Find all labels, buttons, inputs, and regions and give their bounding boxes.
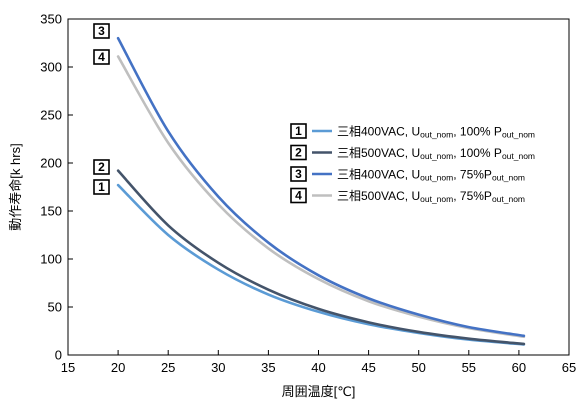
y-tick-label: 350	[40, 12, 62, 27]
badge-box	[93, 179, 110, 195]
badge-number: 4	[98, 50, 105, 64]
badge-number: 3	[98, 24, 105, 38]
y-tick-label: 250	[40, 108, 62, 123]
badge-number: 4	[295, 189, 302, 203]
legend-item-1: 1 三相400VAC, Uout_nom, 100% Pout_nom	[290, 123, 535, 140]
y-tick-label: 150	[40, 204, 62, 219]
x-tick-label: 20	[111, 360, 125, 375]
legend-label: 三相400VAC, Uout_nom, 75%Pout_nom	[337, 168, 525, 183]
legend-item-4: 4 三相500VAC, Uout_nom, 75%Pout_nom	[290, 187, 525, 204]
legend-text-part: 三相500VAC, U	[337, 146, 420, 160]
legend-text-part: , 100% P	[453, 125, 502, 139]
legend-item-2: 2 三相500VAC, Uout_nom, 100% Pout_nom	[290, 144, 535, 161]
y-tick-label: 0	[55, 348, 62, 363]
x-tick-label: 35	[261, 360, 275, 375]
badge-number: 3	[295, 167, 302, 181]
plot-frame	[67, 18, 570, 356]
badge-number: 1	[295, 124, 302, 138]
badge-box	[290, 187, 307, 204]
legend-subscript: out_nom	[502, 151, 535, 161]
badge-box	[290, 166, 307, 182]
badge-box	[93, 49, 110, 65]
legend-label: 三相500VAC, Uout_nom, 75%Pout_nom	[337, 189, 525, 204]
legend-badge: 2	[290, 144, 307, 161]
x-tick-label: 50	[411, 360, 425, 375]
plot-border	[67, 18, 570, 356]
y-tick-label: 100	[40, 252, 62, 267]
curve-badge-3: 3	[93, 23, 110, 39]
legend-label: 三相400VAC, Uout_nom, 100% Pout_nom	[337, 125, 535, 140]
x-tick-label: 55	[462, 360, 476, 375]
legend-subscript: out_nom	[502, 130, 535, 140]
legend-text-part: 三相400VAC, U	[337, 125, 420, 139]
y-axis-title: 動作寿命[k hrs]	[8, 143, 23, 230]
y-tick-label: 50	[48, 300, 62, 315]
badge-number: 2	[295, 146, 302, 160]
legend-label: 三相500VAC, Uout_nom, 100% Pout_nom	[337, 146, 535, 161]
x-axis-title: 周囲温度[℃]	[282, 384, 356, 399]
y-tick-label: 300	[40, 60, 62, 75]
curve-badge-4: 4	[93, 49, 110, 65]
x-tick-label: 60	[512, 360, 526, 375]
legend-subscript: out_nom	[420, 194, 453, 204]
legend-badge: 1	[290, 123, 307, 139]
legend-subscript: out_nom	[420, 130, 453, 140]
legend-badge: 3	[290, 166, 307, 182]
series-lines	[116, 36, 526, 346]
series-line-3	[116, 36, 526, 338]
x-tick-label: 65	[562, 360, 576, 375]
x-tick-label: 25	[161, 360, 175, 375]
badge-box	[93, 23, 110, 39]
y-tick-label: 200	[40, 156, 62, 171]
legend-text-part: , 75%P	[453, 168, 492, 182]
badge-box	[290, 123, 307, 139]
curve-badge-2: 2	[93, 159, 110, 175]
curve-badges: 3 4 2 1	[93, 23, 110, 195]
x-axis-ticks: 15 20 25 30 35 40 45 50 55 60 65	[61, 350, 576, 375]
x-tick-label: 45	[361, 360, 375, 375]
series-line-2	[116, 169, 526, 346]
badge-number: 2	[98, 160, 105, 174]
legend-subscript: out_nom	[420, 173, 453, 183]
badge-box	[290, 144, 307, 161]
legend-subscript: out_nom	[492, 173, 525, 183]
x-tick-label: 30	[211, 360, 225, 375]
y-axis-ticks: 0 50 100 150 200 250 300 350	[40, 12, 73, 363]
legend-text-part: , 75%P	[453, 189, 492, 203]
x-tick-label: 15	[61, 360, 75, 375]
legend-subscript: out_nom	[420, 151, 453, 161]
badge-box	[93, 159, 110, 175]
badge-number: 1	[98, 180, 105, 194]
x-tick-label: 40	[311, 360, 325, 375]
legend-item-3: 3 三相400VAC, Uout_nom, 75%Pout_nom	[290, 166, 525, 183]
series-line-1	[116, 183, 526, 346]
legend-subscript: out_nom	[492, 194, 525, 204]
legend-text-part: 三相400VAC, U	[337, 168, 420, 182]
legend-badge: 4	[290, 187, 307, 204]
curve-badge-1: 1	[93, 179, 110, 195]
legend-text-part: , 100% P	[453, 146, 502, 160]
legend-text-part: 三相500VAC, U	[337, 189, 420, 203]
